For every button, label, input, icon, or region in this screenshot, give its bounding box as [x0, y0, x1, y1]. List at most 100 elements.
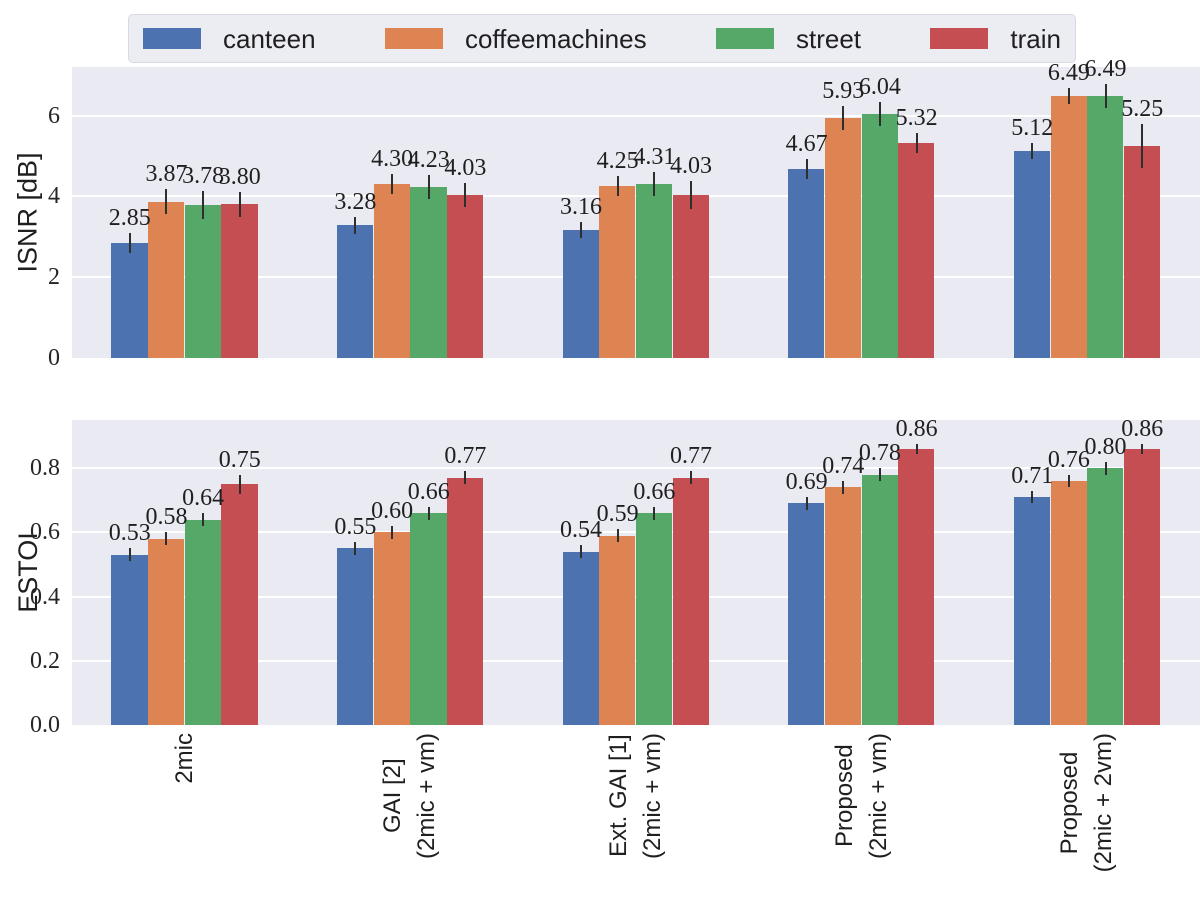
isnr-bar-coffeemachines-1 — [373, 184, 410, 358]
estoi-bar-coffeemachines-4 — [1050, 481, 1087, 725]
error-bar — [1104, 461, 1107, 475]
estoi-value-label-coffeemachines-3: 0.74 — [822, 453, 865, 479]
isnr-bar-street-2 — [636, 183, 673, 358]
error-bar — [1031, 490, 1034, 504]
error-bar — [842, 106, 845, 131]
gridline — [72, 114, 1200, 117]
estoi-bar-train-2 — [672, 477, 709, 725]
error-bar — [878, 101, 881, 127]
legend: canteen coffeemachines street train — [128, 14, 1076, 63]
legend-swatch-canteen — [143, 28, 201, 49]
error-bar — [354, 542, 357, 555]
estoi-bar-coffeemachines-0 — [148, 538, 185, 725]
error-bar — [165, 189, 168, 214]
estoi-bar-canteen-4 — [1013, 497, 1051, 725]
error-bar — [128, 548, 131, 562]
legend-item-train: train — [930, 26, 1061, 52]
estoi-bar-canteen-1 — [337, 548, 374, 725]
isnr-bar-street-4 — [1087, 95, 1124, 358]
estoi-bar-street-0 — [184, 519, 221, 725]
isnr-value-label-train-2: 4.03 — [669, 152, 712, 179]
estoi-bar-coffeemachines-2 — [599, 535, 636, 725]
error-bar — [1141, 444, 1144, 454]
error-bar — [653, 171, 656, 196]
isnr-bar-canteen-1 — [337, 225, 374, 358]
error-bar — [1104, 83, 1107, 108]
estoi-bar-canteen-0 — [111, 554, 148, 725]
legend-swatch-street — [715, 28, 774, 49]
estoi-value-label-coffeemachines-4: 0.76 — [1047, 446, 1090, 473]
error-bar — [354, 217, 357, 234]
isnr-bar-canteen-3 — [788, 169, 825, 358]
isnr-bar-coffeemachines-0 — [148, 201, 185, 358]
isnr-value-label-train-4: 5.25 — [1121, 95, 1164, 122]
legend-label: coffeemachines — [464, 23, 647, 54]
estoi-value-label-train-3: 0.86 — [895, 416, 938, 443]
estoi-value-label-street-2: 0.66 — [633, 478, 676, 505]
estoi-value-label-canteen-0: 0.53 — [108, 520, 151, 547]
isnr-bar-coffeemachines-3 — [824, 118, 862, 358]
isnr-bar-train-1 — [447, 195, 484, 358]
isnr-bar-street-0 — [184, 205, 221, 358]
estoi-ytick-0.0: 0.0 — [30, 712, 60, 738]
estoi-value-label-coffeemachines-0: 0.58 — [145, 504, 188, 531]
estoi-value-label-train-1: 0.77 — [444, 443, 487, 470]
error-bar — [391, 525, 394, 539]
x-tick-slot-4: Proposed (2mic + 2vm) — [977, 733, 1197, 903]
estoi-value-label-street-3: 0.78 — [858, 440, 901, 467]
isnr-axis-label-text: ISNR [dB] — [12, 152, 43, 273]
error-bar — [805, 497, 808, 510]
x-tick-slot-0: 2mic — [75, 733, 295, 903]
estoi-value-label-coffeemachines-2: 0.59 — [596, 501, 639, 528]
isnr-value-label-canteen-4: 5.12 — [1011, 114, 1054, 141]
error-bar — [202, 513, 205, 526]
error-bar — [616, 176, 619, 197]
isnr-value-label-canteen-0: 2.85 — [108, 204, 151, 231]
isnr-value-label-coffeemachines-2: 4.25 — [596, 148, 639, 175]
estoi-bar-street-2 — [636, 513, 673, 725]
x-tick-label-2: Ext. GAI [1] (2mic + vm) — [605, 733, 666, 859]
estoi-ytick-0.2: 0.2 — [30, 647, 60, 674]
error-bar — [805, 159, 808, 180]
error-bar — [464, 183, 467, 208]
isnr-value-label-coffeemachines-4: 6.49 — [1047, 59, 1090, 86]
error-bar — [915, 444, 918, 454]
isnr-bar-coffeemachines-2 — [599, 186, 636, 358]
x-tick-label-1: GAI [2] (2mic + vm) — [379, 733, 441, 859]
estoi-value-label-canteen-1: 0.55 — [334, 514, 377, 540]
estoi-bar-train-3 — [898, 448, 935, 725]
x-tick-slot-2: Ext. GAI [1] (2mic + vm) — [526, 733, 746, 903]
estoi-bar-street-4 — [1087, 468, 1124, 725]
error-bar — [915, 132, 918, 154]
isnr-value-label-street-3: 6.04 — [858, 73, 901, 100]
estoi-value-label-canteen-4: 0.71 — [1011, 462, 1054, 489]
error-bar — [128, 232, 131, 253]
isnr-ytick-0: 0 — [48, 345, 60, 371]
estoi-value-label-street-0: 0.64 — [182, 485, 225, 512]
error-bar — [580, 545, 582, 559]
isnr-value-label-coffeemachines-1: 4.30 — [371, 146, 414, 173]
estoi-bar-canteen-3 — [788, 503, 825, 725]
estoi-bar-train-0 — [221, 484, 258, 725]
estoi-bar-street-3 — [861, 474, 898, 725]
isnr-bar-train-4 — [1123, 145, 1161, 358]
error-bar — [580, 222, 582, 239]
error-bar — [616, 529, 619, 542]
legend-label: street — [795, 23, 862, 54]
isnr-bar-coffeemachines-4 — [1050, 95, 1087, 358]
isnr-value-label-train-3: 5.32 — [895, 104, 938, 131]
x-tick-slot-1: GAI [2] (2mic + vm) — [300, 733, 520, 903]
error-bar — [202, 191, 205, 220]
isnr-value-label-canteen-1: 3.28 — [334, 189, 377, 216]
isnr-bar-train-0 — [221, 204, 258, 358]
error-bar — [878, 468, 881, 481]
estoi-bar-coffeemachines-3 — [824, 487, 862, 725]
error-bar — [1031, 143, 1034, 160]
isnr-bar-street-1 — [410, 187, 447, 358]
estoi-value-label-street-4: 0.80 — [1084, 433, 1127, 460]
isnr-value-label-train-1: 4.03 — [444, 155, 487, 181]
error-bar — [391, 174, 394, 195]
error-bar — [165, 532, 168, 546]
isnr-ytick-6: 6 — [48, 102, 60, 129]
